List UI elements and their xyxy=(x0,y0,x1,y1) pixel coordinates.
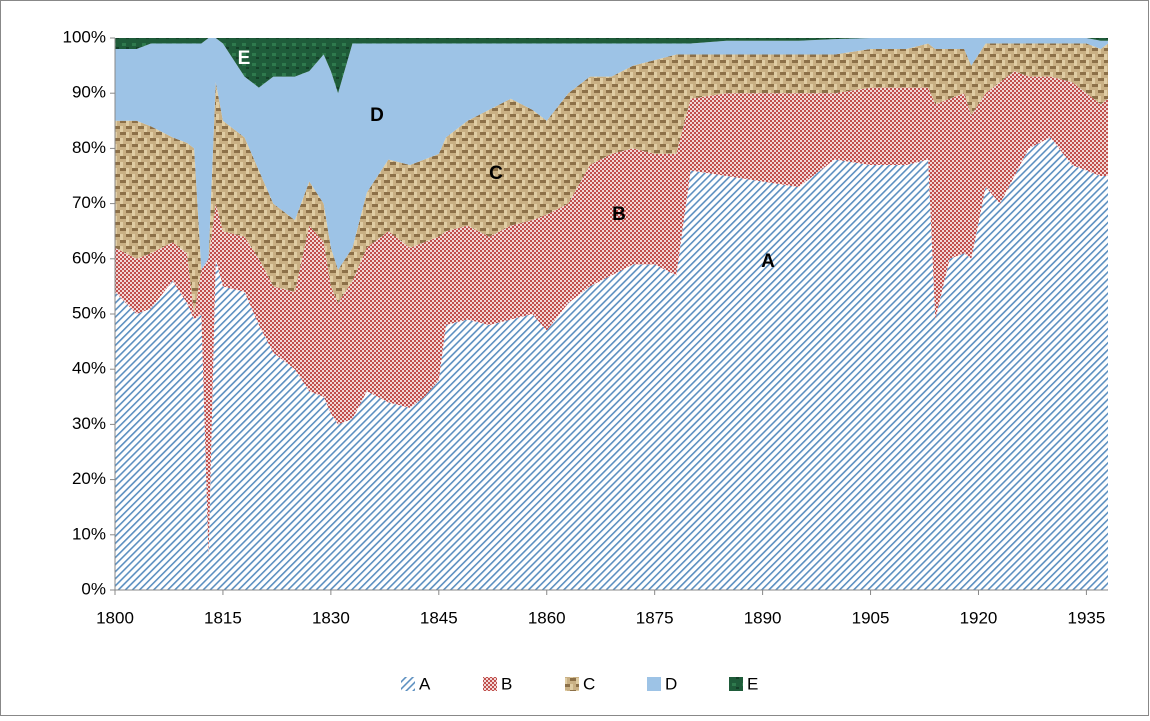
y-tick-label: 40% xyxy=(72,359,106,378)
legend-label: A xyxy=(419,674,431,693)
legend-label: B xyxy=(501,674,512,693)
y-tick-label: 80% xyxy=(72,138,106,157)
x-tick-label: 1890 xyxy=(744,608,782,627)
y-tick-label: 20% xyxy=(72,469,106,488)
y-tick-label: 10% xyxy=(72,524,106,543)
legend-swatch xyxy=(729,677,743,691)
area-label: D xyxy=(370,105,384,126)
legend-swatch xyxy=(647,677,661,691)
plot-area: A B C D E xyxy=(115,38,1108,591)
x-tick-label: 1935 xyxy=(1067,608,1105,627)
y-tick-label: 90% xyxy=(72,83,106,102)
area-label: A xyxy=(761,251,775,272)
area xyxy=(115,71,1108,557)
y-tick-label: 60% xyxy=(72,248,106,267)
y-tick-label: 0% xyxy=(81,579,106,598)
y-tick-label: 100% xyxy=(63,27,106,46)
legend-swatch xyxy=(401,677,415,691)
x-tick-label: 1860 xyxy=(528,608,566,627)
area-label: C xyxy=(489,163,503,184)
legend-label: E xyxy=(747,674,758,693)
x-tick-label: 1845 xyxy=(420,608,458,627)
y-tick-label: 50% xyxy=(72,303,106,322)
axes: 0% 10% 20% 30% 40% 50% 60% 70% 80% 90% 100% 1800 181… xyxy=(63,27,1108,627)
legend-swatch xyxy=(565,677,579,691)
x-tick-label: 1830 xyxy=(312,608,350,627)
x-tick-label: 1920 xyxy=(960,608,998,627)
legend: A B C D E xyxy=(401,674,758,693)
area-label: E xyxy=(238,48,251,69)
area xyxy=(115,137,1108,591)
legend-label: D xyxy=(665,674,677,693)
area-label: B xyxy=(612,204,626,225)
area xyxy=(115,38,1108,94)
legend-swatch xyxy=(483,677,497,691)
x-tick-label: 1815 xyxy=(204,608,242,627)
area xyxy=(115,43,1108,315)
x-tick-label: 1800 xyxy=(96,608,134,627)
y-tick-label: 30% xyxy=(72,414,106,433)
area xyxy=(115,38,1108,270)
x-tick-label: 1905 xyxy=(852,608,890,627)
y-tick-label: 70% xyxy=(72,193,106,212)
legend-label: C xyxy=(583,674,595,693)
x-tick-label: 1875 xyxy=(636,608,674,627)
